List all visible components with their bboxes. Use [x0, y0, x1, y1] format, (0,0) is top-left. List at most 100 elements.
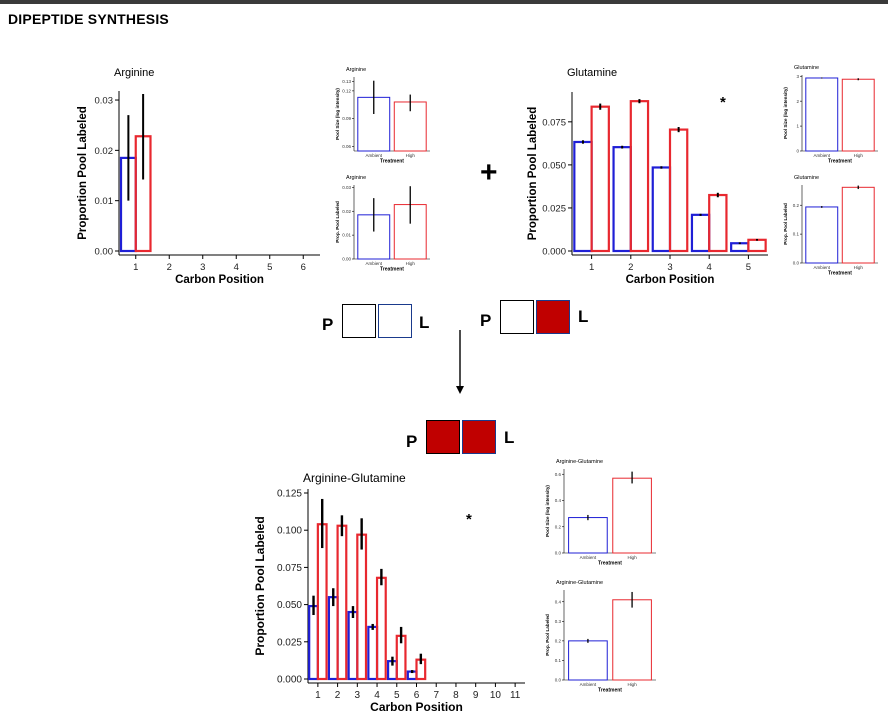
inset-title: Arginine-Glutamine	[556, 580, 603, 586]
y-tick-label: 0.0	[555, 678, 562, 683]
bar-high-c4	[708, 193, 728, 253]
x-tick-label: Ambient	[814, 265, 831, 270]
x-tick-label: Ambient	[366, 261, 383, 266]
bar-high-c3	[668, 128, 689, 253]
x-tick-label: 1	[133, 262, 138, 273]
y-axis-label: Pool Size (log intensity)	[335, 88, 340, 140]
inset-bar-ambient	[805, 206, 839, 264]
chart-title: Arginine	[114, 67, 154, 79]
x-axis-label: Treatment	[380, 159, 404, 165]
bar-ambient-c3	[651, 166, 672, 253]
dipeptide-pool-size-chart: Arginine-Glutamine 0.0 0.2 0.4 0.6 Pool Size …	[545, 459, 656, 567]
y-tick-label: 0.125	[277, 489, 302, 500]
x-axis-label: Treatment	[828, 159, 852, 165]
y-tick-label: 0.050	[542, 160, 566, 171]
inset-bar-high	[612, 599, 652, 681]
y-tick-label: 0.000	[542, 247, 566, 258]
x-tick-label: 4	[234, 262, 239, 273]
x-tick-label: 2	[335, 690, 341, 701]
y-axis-label: Proportion Pool Labeled	[77, 106, 89, 240]
bar-ambient-c2	[612, 146, 632, 253]
x-tick-label: 2	[167, 262, 172, 273]
page-title: DIPEPTIDE SYNTHESIS	[8, 11, 169, 27]
arg-p-square	[342, 304, 376, 338]
gln-l-label: L	[578, 307, 589, 326]
bar-high-c1	[590, 105, 610, 253]
gln-l-square	[536, 300, 570, 334]
y-tick-label: 0.0	[793, 261, 800, 266]
x-tick-label: 6	[301, 262, 306, 273]
x-axis-label: Treatment	[598, 688, 622, 694]
arg-l-label: L	[419, 313, 430, 332]
x-axis-label: Treatment	[380, 267, 404, 273]
x-tick-label: 1	[589, 262, 594, 273]
y-axis-label: Prop. Pool Labeled	[545, 614, 550, 656]
dip-l-square	[462, 420, 496, 454]
x-tick-label: 3	[200, 262, 205, 273]
y-tick-label: 0.2	[555, 638, 562, 643]
y-tick-label: 0.03	[342, 185, 351, 190]
y-tick-label: 0.00	[342, 257, 351, 262]
y-tick-label: 0.4	[555, 599, 562, 604]
x-tick-label: 4	[374, 690, 380, 701]
significance-asterisk: *	[720, 94, 726, 111]
x-tick-label: High	[406, 261, 416, 266]
inset-bar-ambient	[568, 517, 608, 554]
y-axis-label: Proportion Pool Labeled	[527, 107, 539, 241]
arg-p-label: P	[322, 315, 334, 334]
y-tick-label: 0.4	[555, 498, 562, 503]
y-tick-label: 0	[796, 149, 799, 154]
x-tick-label: High	[854, 265, 864, 270]
bar-high-c2	[629, 100, 650, 253]
arginine-main-chart: Arginine 0.00 0.01 0.02 0.03 Proportion Pool …	[77, 67, 320, 286]
top-border	[0, 0, 888, 4]
x-tick-label: 3	[667, 262, 672, 273]
bar-ambient-c5	[730, 242, 750, 253]
x-tick-label: 7	[433, 690, 439, 701]
x-axis-label: Carbon Position	[175, 274, 264, 286]
inset-title: Arginine	[346, 175, 366, 181]
bar-high-c3	[356, 533, 368, 681]
arg-l-square	[378, 304, 412, 338]
x-axis-label: Carbon Position	[626, 274, 715, 286]
x-tick-label: 6	[414, 690, 420, 701]
y-tick-label: 0.12	[342, 88, 351, 93]
x-tick-label: Ambient	[366, 153, 383, 158]
y-tick-label: 0.050	[277, 600, 302, 611]
y-tick-label: 0.100	[277, 526, 302, 537]
y-tick-label: 0.06	[342, 144, 351, 149]
y-tick-label: 0.00	[95, 247, 114, 258]
x-tick-label: 8	[453, 690, 459, 701]
y-tick-label: 0.3	[555, 619, 562, 624]
x-tick-label: High	[854, 153, 864, 158]
arginine-prop-labeled-chart: Arginine 0.00 0.01 0.02 0.03 Prop. Pool Label…	[335, 175, 430, 273]
inset-bar-high	[841, 78, 875, 152]
glutamine-prop-labeled-chart: Glutamine 0.0 0.1 0.2 Prop. Pool Labeled Ambi…	[783, 175, 878, 277]
y-tick-label: 0.1	[555, 658, 562, 663]
x-tick-label: Ambient	[580, 555, 597, 560]
gln-p-label: P	[480, 311, 492, 330]
y-tick-label: 0.025	[277, 637, 302, 648]
inset-title: Arginine	[346, 67, 366, 73]
dip-l-label: L	[504, 428, 515, 447]
y-tick-label: 0.01	[95, 196, 114, 207]
y-tick-label: 0.13	[342, 79, 351, 84]
y-axis-label: Proportion Pool Labeled	[253, 516, 267, 655]
y-tick-label: 0.2	[555, 524, 562, 529]
y-tick-label: 0.6	[555, 472, 562, 477]
y-axis-label: Pool Size (log intensity)	[545, 485, 550, 537]
inset-title: Glutamine	[794, 175, 819, 181]
y-tick-label: 0.000	[277, 675, 302, 686]
y-tick-label: 0.01	[342, 233, 351, 238]
x-tick-label: 4	[707, 262, 712, 273]
bar-ambient-c3	[347, 610, 359, 681]
y-tick-label: 0.075	[542, 117, 566, 128]
x-tick-label: 11	[510, 690, 521, 701]
dip-p-label: P	[406, 432, 418, 451]
inset-bar-high	[612, 477, 652, 554]
y-tick-label: 3	[796, 74, 799, 79]
x-tick-label: Ambient	[814, 153, 831, 158]
down-arrow-icon	[456, 330, 464, 394]
inset-title: Glutamine	[794, 65, 819, 71]
